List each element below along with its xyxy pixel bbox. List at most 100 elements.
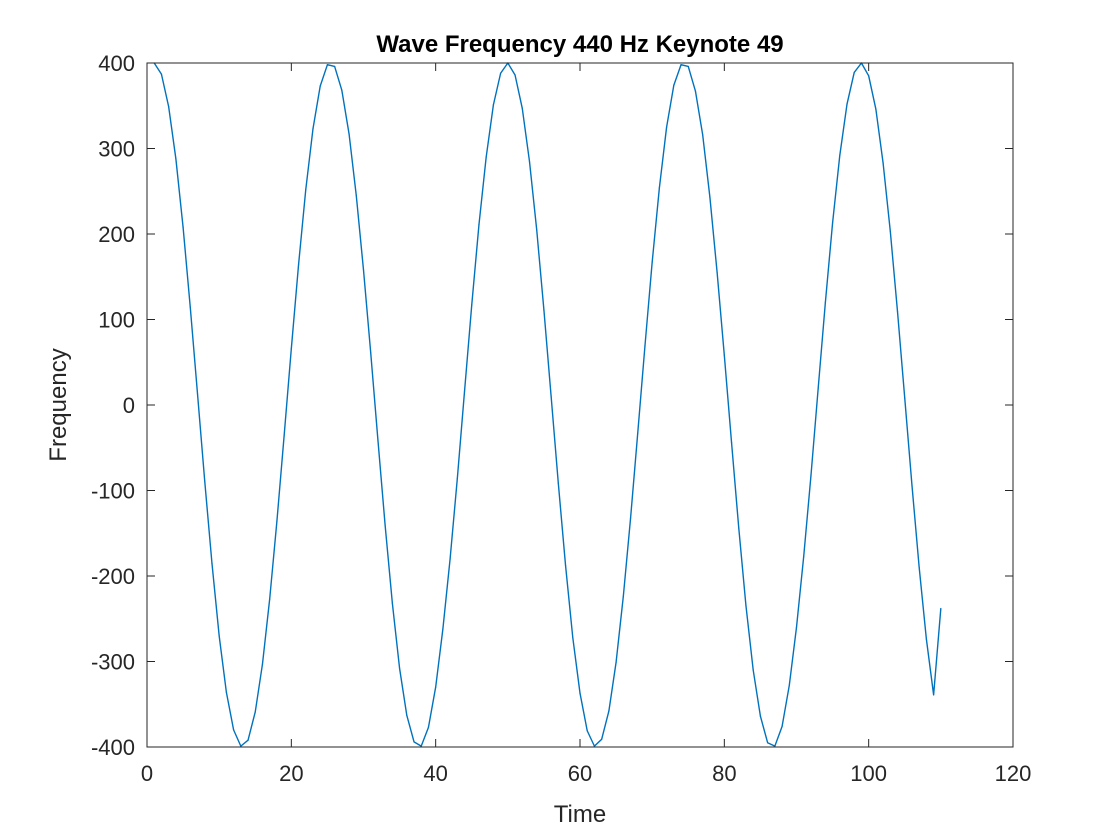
data-point <box>767 742 769 744</box>
data-point <box>471 304 473 306</box>
data-point <box>673 84 675 86</box>
data-point <box>160 73 163 75</box>
y-tick-label: -100 <box>91 479 135 504</box>
data-point <box>398 667 401 669</box>
data-point <box>644 345 646 347</box>
data-point <box>240 745 242 747</box>
data-point <box>817 388 819 390</box>
data-point <box>593 745 596 747</box>
data-point <box>290 347 292 350</box>
data-point <box>572 636 574 639</box>
data-point <box>521 107 523 109</box>
data-point <box>189 306 191 309</box>
data-point <box>500 72 502 74</box>
data-point <box>601 738 603 740</box>
data-point <box>449 558 451 560</box>
data-point <box>550 395 552 398</box>
data-point <box>896 311 899 313</box>
data-point <box>442 628 444 630</box>
data-point <box>543 309 545 311</box>
data-point <box>745 605 747 607</box>
data-point <box>218 635 220 637</box>
data-point <box>305 188 307 191</box>
data-point <box>586 730 588 732</box>
data-point <box>413 741 415 743</box>
data-point <box>182 226 184 228</box>
data-point <box>579 692 581 694</box>
data-point <box>312 128 314 130</box>
y-tick-label: -200 <box>91 564 135 589</box>
data-point <box>774 745 776 747</box>
series-line <box>153 62 942 747</box>
x-tick-label: 80 <box>712 761 736 786</box>
data-point <box>492 104 494 106</box>
data-point <box>666 126 668 128</box>
data-point <box>319 85 321 87</box>
data-point <box>355 194 357 197</box>
data-point <box>478 223 480 226</box>
data-point <box>687 65 689 68</box>
data-point <box>485 156 487 158</box>
data-point <box>911 484 913 486</box>
ticks-layer: 0 20 40 60 80 100 120 400 300 200 100 0 -100 -200 -300… <box>91 51 1031 786</box>
data-point <box>904 397 906 399</box>
y-tick-label: 100 <box>98 308 135 333</box>
data-point <box>406 714 408 716</box>
data-point <box>334 65 336 68</box>
data-point <box>326 64 329 66</box>
data-point <box>420 745 422 747</box>
data-point <box>348 133 350 135</box>
data-point <box>629 518 632 520</box>
data-point <box>868 75 870 77</box>
data-point <box>514 74 516 76</box>
data-point <box>204 480 206 482</box>
data-point <box>233 729 235 731</box>
axes-box <box>146 62 1014 748</box>
data-point <box>247 739 249 741</box>
data-point <box>283 435 285 437</box>
data-point <box>564 565 567 567</box>
data-point <box>651 261 653 263</box>
y-tick-label: -300 <box>91 650 135 675</box>
data-point <box>803 555 805 557</box>
data-point <box>940 607 942 610</box>
data-point <box>694 90 697 92</box>
data-point <box>738 527 740 529</box>
x-axis-label: Time <box>554 801 606 828</box>
data-point <box>709 196 711 198</box>
data-point <box>846 103 848 105</box>
data-point <box>528 160 531 162</box>
data-point <box>456 477 458 480</box>
data-point <box>269 598 271 600</box>
data-point <box>680 64 682 66</box>
data-point <box>658 187 660 189</box>
data-point <box>297 264 300 266</box>
y-tick-label: -400 <box>91 735 135 760</box>
data-point <box>853 71 855 74</box>
data-point <box>377 439 379 441</box>
data-point <box>933 694 935 696</box>
data-point <box>788 684 790 687</box>
data-point <box>622 595 624 598</box>
data-point <box>211 562 213 564</box>
data-point <box>882 162 884 164</box>
data-point <box>254 711 256 713</box>
data-point <box>608 710 610 712</box>
data-point <box>925 638 928 640</box>
data-point <box>752 669 754 671</box>
data-point <box>370 352 372 354</box>
series-layer <box>153 62 942 747</box>
plot-area <box>147 63 1013 747</box>
y-axis-label: Frequency <box>45 348 72 461</box>
data-point <box>175 158 177 160</box>
data-point <box>168 106 170 108</box>
x-tick-label: 120 <box>995 761 1032 786</box>
x-tick-label: 60 <box>568 761 592 786</box>
data-point <box>225 691 227 693</box>
data-point <box>702 134 704 136</box>
data-point <box>384 524 386 527</box>
data-point <box>261 663 264 665</box>
data-point <box>889 230 891 233</box>
data-point <box>362 269 365 271</box>
data-point <box>824 301 826 303</box>
